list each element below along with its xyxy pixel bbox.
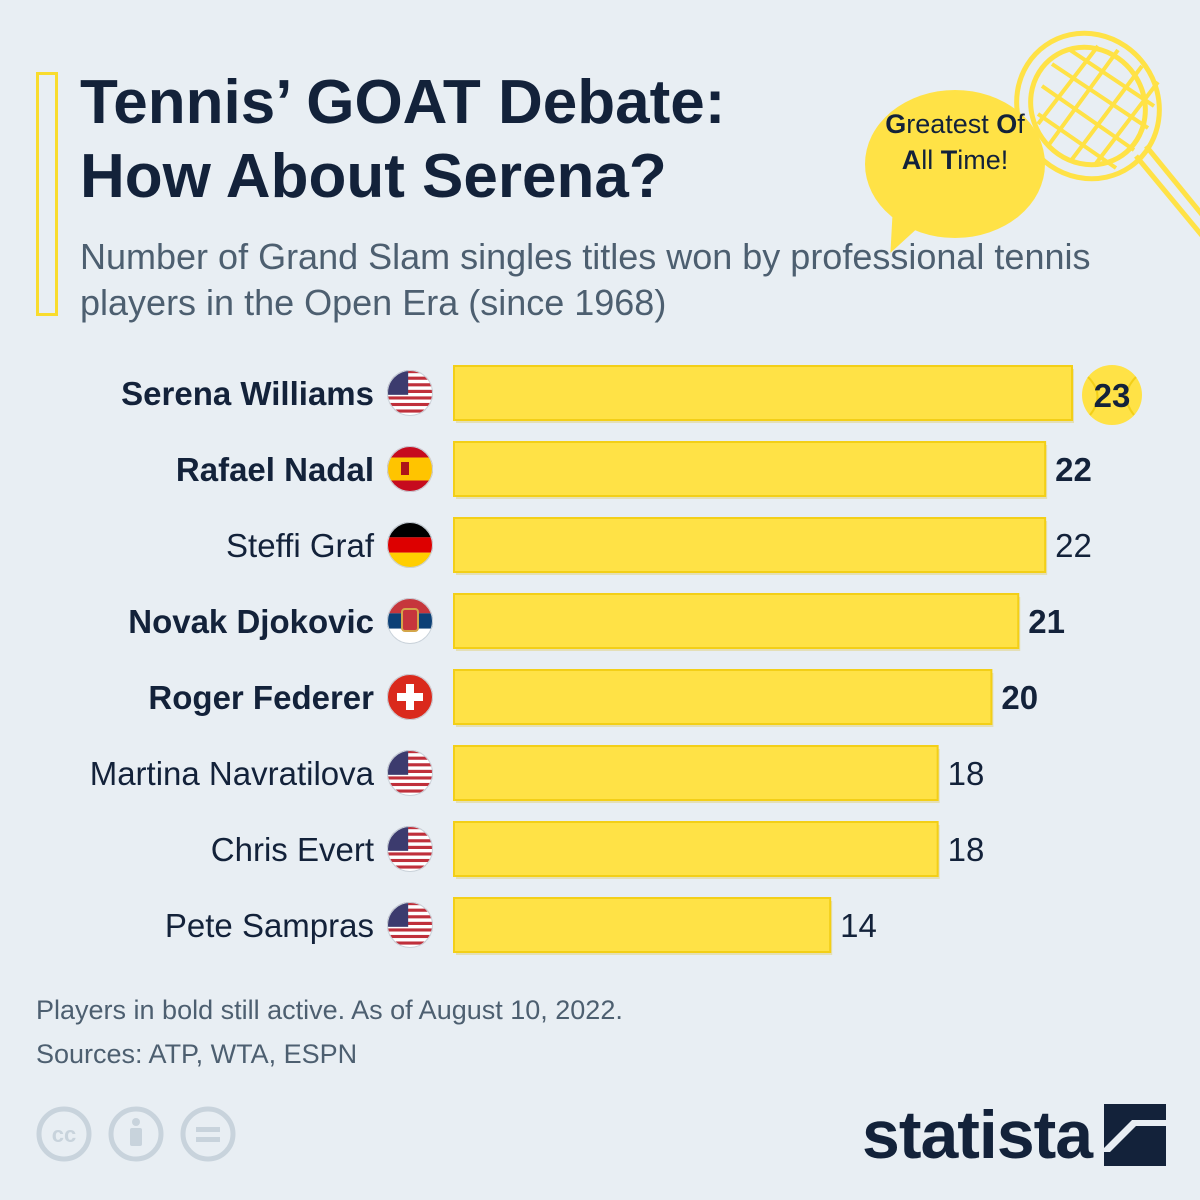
bar-row: Rafael Nadal 22 [176,441,1092,499]
bar-row: Martina Navratilova 18 [90,745,985,803]
bubble-text: Greatest Of All Time! [885,109,1025,175]
flag-icon [387,522,433,568]
statista-logo[interactable]: statista [862,1097,1093,1173]
flag-icon [387,446,433,492]
category-label: Pete Sampras [165,907,374,944]
flag-icon [387,902,433,948]
category-label: Rafael Nadal [176,451,374,488]
license-icons: cc [36,1106,236,1162]
value-label: 18 [948,755,985,792]
tennis-ball-icon [1082,365,1142,425]
cc-icon: cc [36,1106,92,1162]
category-label: Chris Evert [211,831,374,868]
category-label: Martina Navratilova [90,755,375,792]
footer-notes: Players in bold still active. As of Augu… [36,988,623,1076]
bar [453,517,1047,573]
bar [453,441,1047,497]
bar [453,365,1073,421]
bar [453,821,939,877]
bar [453,897,832,953]
flag-icon [387,674,433,720]
flag-icon [387,750,433,796]
svg-text:cc: cc [52,1122,76,1147]
category-label: Novak Djokovic [128,603,374,640]
goat-speech-bubble: Greatest Of All Time! [860,30,1200,262]
value-label: 20 [1001,679,1038,716]
value-label: 22 [1055,451,1092,488]
flag-icon [387,370,433,416]
attribution-icon [108,1106,164,1162]
bar [453,745,939,801]
bar-row: Roger Federer 20 [148,669,1038,727]
bar-row: Steffi Graf 22 [226,517,1092,575]
title-accent-bar [36,72,58,316]
bar-row: Pete Sampras 14 [165,897,877,955]
bar [453,669,993,725]
active-note: Players in bold still active. As of Augu… [36,995,623,1025]
value-label: 18 [948,831,985,868]
value-label: 14 [840,907,877,944]
statista-mark-icon [1104,1104,1166,1166]
flag-icon [387,826,433,872]
category-label: Serena Williams [121,375,374,412]
bar-row: Serena Williams 23 [121,365,1142,425]
no-derivatives-icon [180,1106,236,1162]
category-label: Steffi Graf [226,527,375,564]
value-label: 23 [1094,377,1131,414]
sources-note: Sources: ATP, WTA, ESPN [36,1039,358,1069]
chart-subtitle: Number of Grand Slam singles titles won … [80,236,1091,323]
bar-row: Chris Evert 18 [211,821,985,879]
tennis-racket-icon [1014,30,1200,238]
bubble-shape [865,90,1045,238]
bar-row: Novak Djokovic 21 [128,593,1065,651]
bar [453,593,1020,649]
category-label: Roger Federer [148,679,374,716]
flag-icon [387,598,433,644]
value-label: 22 [1055,527,1092,564]
value-label: 21 [1028,603,1065,640]
page-title: Tennis’ GOAT Debate: How About Serena? [80,68,726,211]
